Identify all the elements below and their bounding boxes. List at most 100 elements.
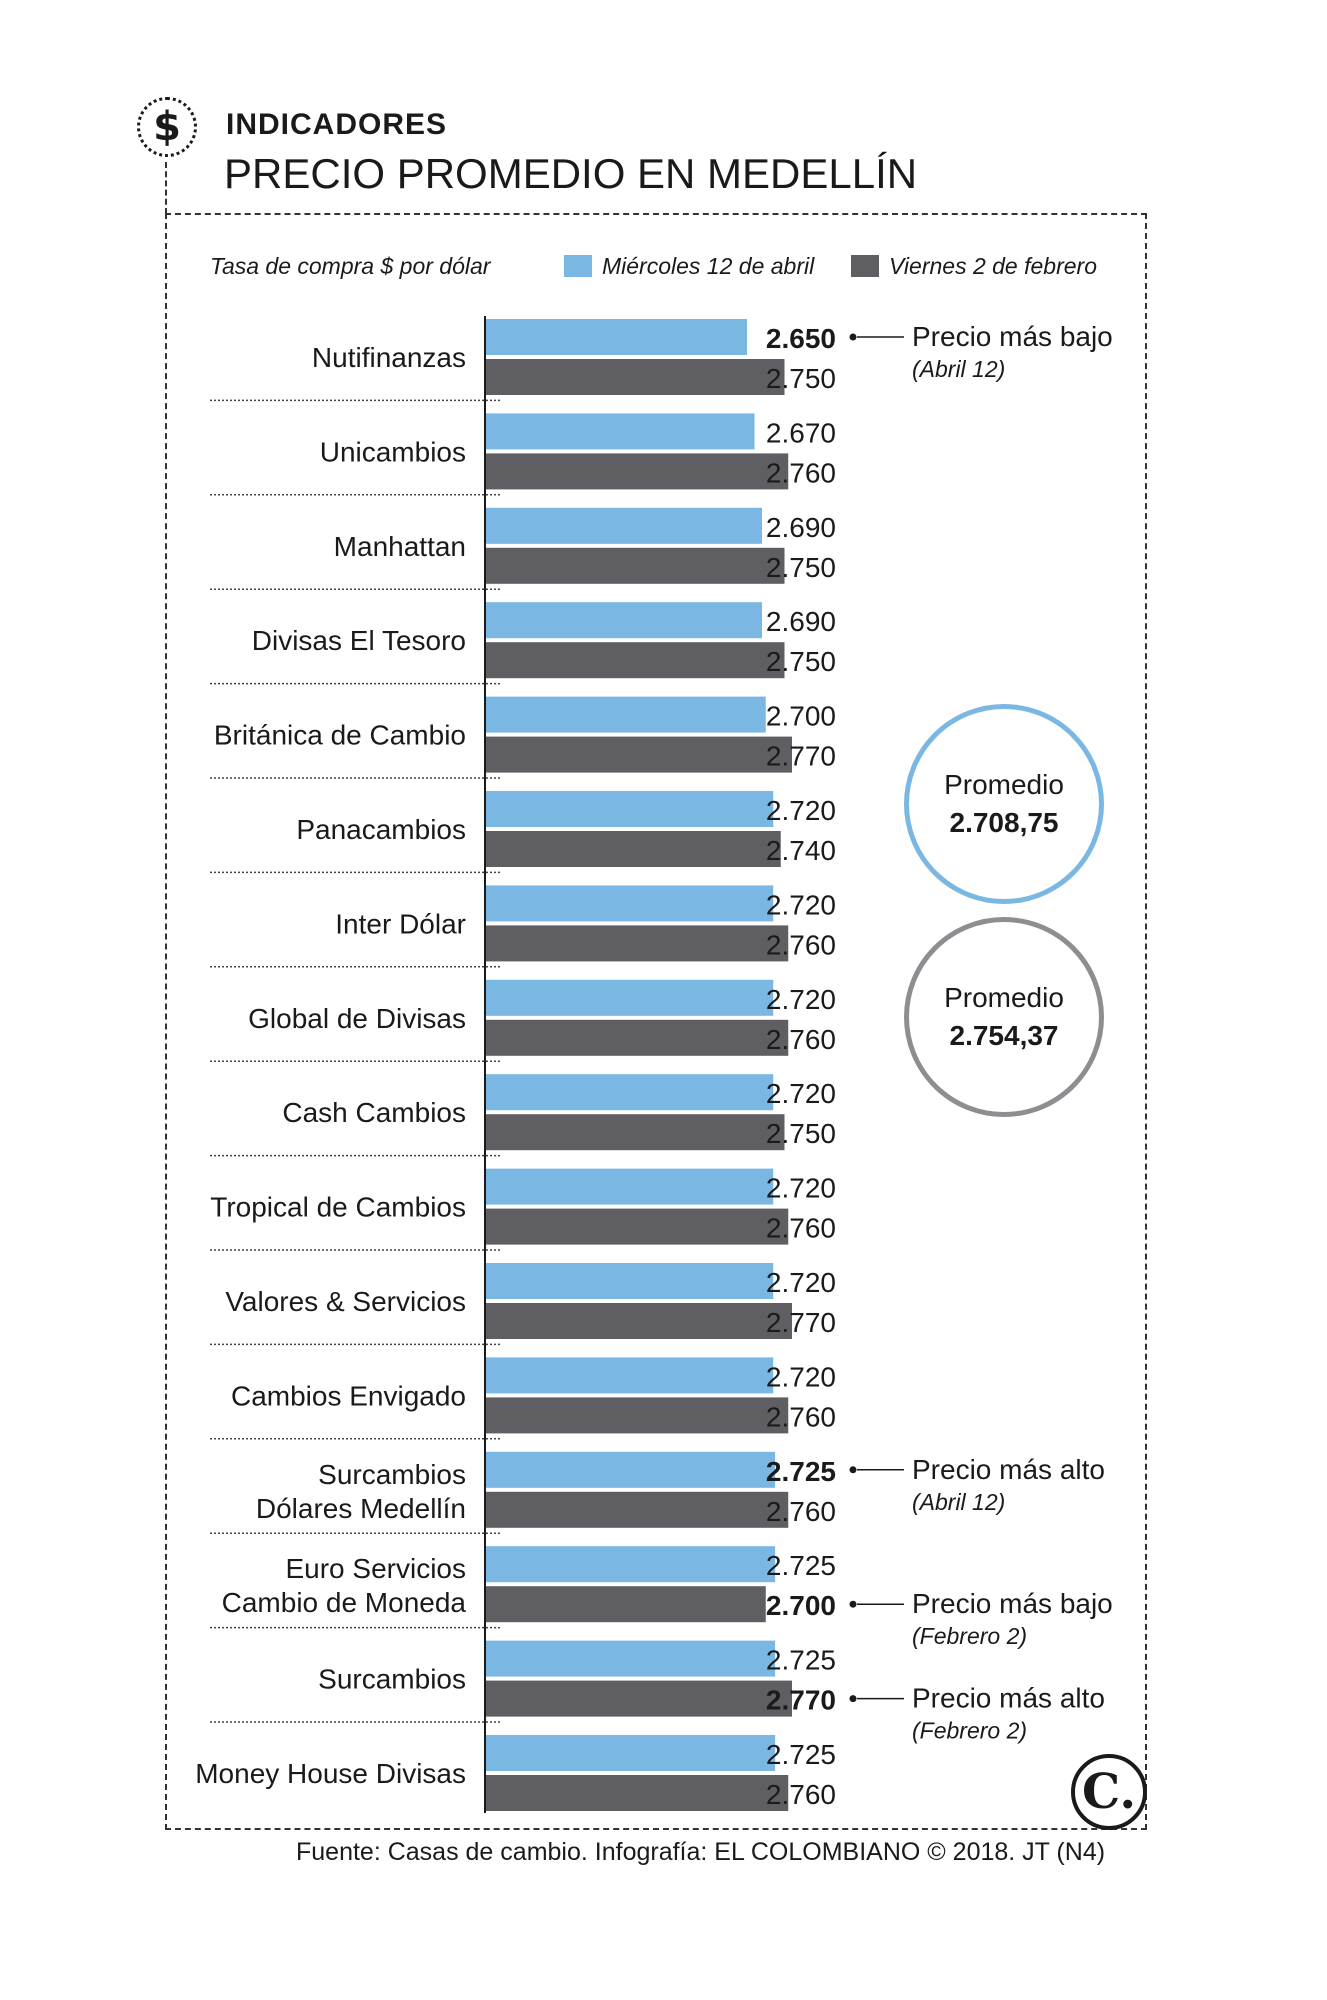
average-april-value: 2.708,75	[949, 807, 1059, 838]
data-label: 2.760	[766, 1496, 836, 1527]
category-label: Inter Dólar	[335, 908, 466, 939]
data-label: 2.720	[766, 795, 836, 826]
average-february-value: 2.754,37	[949, 1020, 1059, 1051]
bar-february	[485, 1491, 789, 1528]
frame-lead-line	[165, 162, 167, 214]
annotation-subtext: (Febrero 2)	[912, 1718, 1027, 1744]
bar-february	[485, 1775, 789, 1811]
data-label: 2.760	[766, 1779, 836, 1810]
category-label: Cambios Envigado	[231, 1380, 466, 1411]
category-label: Panacambios	[296, 814, 466, 845]
data-label: 2.725	[766, 1645, 836, 1676]
annotation-subtext: (Abril 12)	[912, 356, 1005, 382]
category-label: Divisas El Tesoro	[252, 625, 466, 656]
category-label: Tropical de Cambios	[210, 1192, 466, 1223]
category-label: Británica de Cambio	[214, 720, 466, 751]
data-label: 2.650	[766, 323, 836, 354]
bar-february	[485, 736, 792, 773]
dollar-icon: $	[137, 97, 197, 157]
bar-february	[485, 925, 789, 962]
bar-april	[485, 1168, 774, 1205]
bar-april	[485, 696, 766, 733]
data-label: 2.720	[766, 1078, 836, 1109]
el-colombiano-logo: C.	[1071, 1754, 1147, 1830]
section-label: INDICADORES	[226, 108, 448, 141]
data-label: 2.720	[766, 1267, 836, 1298]
data-label: 2.720	[766, 889, 836, 920]
data-label: 2.725	[766, 1456, 836, 1487]
data-label: 2.670	[766, 417, 836, 448]
bar-february	[485, 1208, 789, 1245]
average-february-ring: Promedio 2.754,37	[904, 917, 1104, 1117]
category-label: Surcambios	[318, 1664, 466, 1695]
data-label: 2.700	[766, 1590, 836, 1621]
annotation-text: Precio más alto	[912, 1683, 1105, 1714]
annotation-dot	[849, 1466, 857, 1474]
data-label: 2.770	[766, 1685, 836, 1716]
page-title: PRECIO PROMEDIO EN MEDELLÍN	[224, 150, 918, 197]
bar-february	[485, 453, 789, 490]
average-april-label: Promedio	[944, 769, 1064, 800]
data-label: 2.760	[766, 929, 836, 960]
bar-april	[485, 1357, 774, 1394]
bar-february	[485, 359, 785, 395]
category-label: Nutifinanzas	[312, 342, 466, 373]
data-label: 2.760	[766, 1213, 836, 1244]
data-label: 2.700	[766, 701, 836, 732]
data-label: 2.750	[766, 646, 836, 677]
annotation-subtext: (Abril 12)	[912, 1489, 1005, 1515]
bar-february	[485, 642, 785, 679]
legend-label-february: Viernes 2 de febrero	[889, 252, 1097, 279]
data-label: 2.760	[766, 1024, 836, 1055]
annotation-dot	[849, 1695, 857, 1703]
data-label: 2.740	[766, 835, 836, 866]
data-label: 2.725	[766, 1550, 836, 1581]
category-label: Euro Servicios Cambio de Moneda	[222, 1553, 467, 1618]
bar-april	[485, 1640, 776, 1677]
data-label: 2.690	[766, 606, 836, 637]
bar-april	[485, 885, 774, 922]
chart-frame	[165, 213, 1147, 1830]
data-label: 2.750	[766, 552, 836, 583]
data-label: 2.725	[766, 1739, 836, 1770]
annotation-subtext: (Febrero 2)	[912, 1623, 1027, 1649]
legend-item-april: Miércoles 12 de abril	[564, 250, 814, 282]
data-label: 2.690	[766, 512, 836, 543]
bar-april	[485, 791, 774, 827]
bar-april	[485, 319, 747, 355]
frame-left-line	[165, 213, 167, 1830]
bar-april	[485, 507, 762, 544]
data-label: 2.720	[766, 1361, 836, 1392]
annotation-dot	[849, 333, 857, 341]
data-label: 2.770	[766, 1307, 836, 1338]
data-label: 2.760	[766, 1401, 836, 1432]
bar-february	[485, 831, 781, 867]
data-label: 2.720	[766, 1173, 836, 1204]
bar-april	[485, 1735, 776, 1771]
category-label: Surcambios Dólares Medellín	[256, 1459, 466, 1524]
category-label: Cash Cambios	[282, 1097, 466, 1128]
data-label: 2.770	[766, 741, 836, 772]
bar-february	[485, 547, 785, 584]
category-label: Valores & Servicios	[225, 1286, 466, 1317]
chart-subtitle: Tasa de compra $ por dólar	[210, 252, 491, 279]
legend-item-february: Viernes 2 de febrero	[851, 250, 1097, 282]
bar-april	[485, 1074, 774, 1111]
bar-february	[485, 1019, 789, 1056]
annotation-text: Precio más bajo	[912, 321, 1113, 352]
bar-february	[485, 1114, 785, 1151]
bar-april	[485, 979, 774, 1016]
bar-april	[485, 602, 762, 639]
average-april-ring: Promedio 2.708,75	[904, 704, 1104, 904]
data-label: 2.750	[766, 1118, 836, 1149]
category-label: Unicambios	[320, 436, 466, 467]
legend-swatch-february	[851, 255, 879, 277]
category-label: Global de Divisas	[248, 1003, 466, 1034]
bar-april	[485, 413, 755, 450]
bar-february	[485, 1586, 766, 1623]
annotation-text: Precio más bajo	[912, 1588, 1113, 1619]
category-label: Manhattan	[334, 531, 466, 562]
bar-february	[485, 1680, 792, 1717]
bar-april	[485, 1546, 776, 1583]
